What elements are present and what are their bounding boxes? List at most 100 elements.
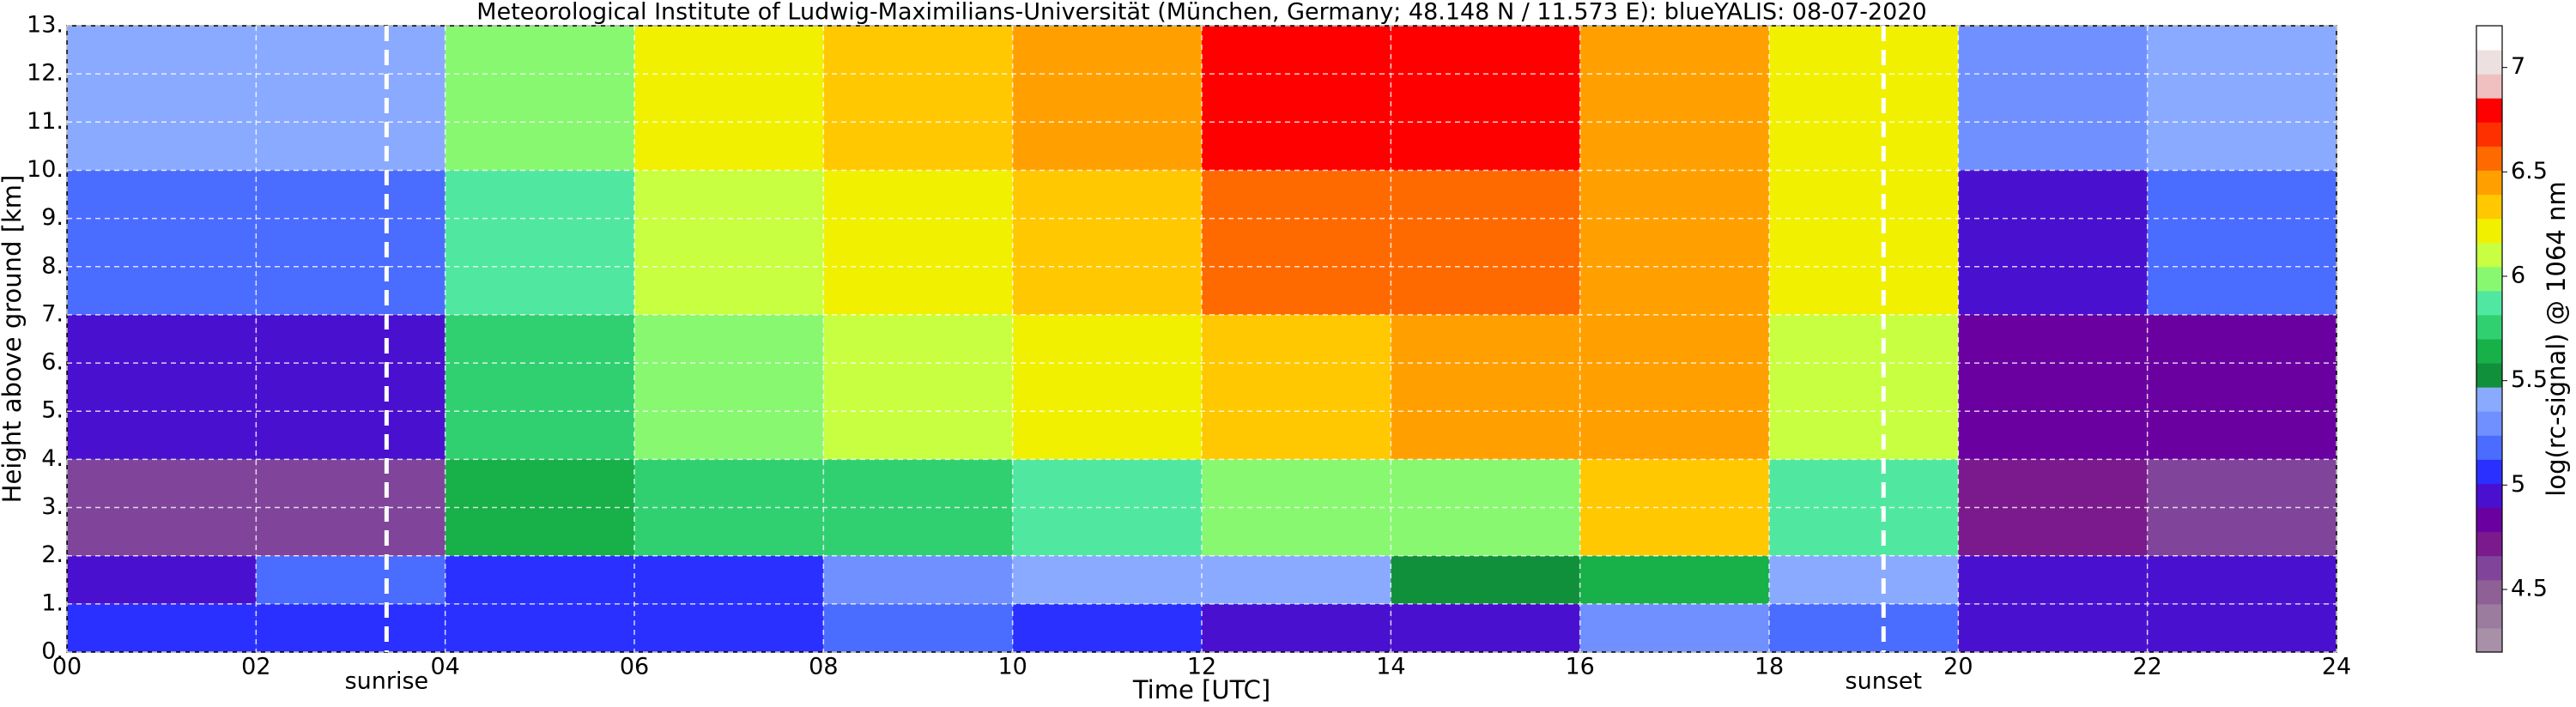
y-tick-label: 3. — [41, 493, 64, 520]
heatmap-cell — [1012, 555, 1202, 604]
colorbar-swatch — [2476, 603, 2502, 629]
y-tick-label: 4. — [41, 445, 64, 472]
colorbar-swatch — [2476, 435, 2502, 460]
heatmap-cell — [1202, 555, 1391, 604]
colorbar-swatch — [2476, 627, 2502, 653]
heatmap-cell — [1958, 170, 2148, 315]
x-tick-label: 00 — [52, 654, 82, 680]
heatmap-cell — [1769, 170, 1959, 315]
heatmap-cell — [823, 603, 1013, 652]
colorbar-tick-label: 6.5 — [2511, 158, 2548, 184]
colorbar-label: log(rc-signal) @ 1064 nm — [2542, 181, 2571, 496]
colorbar-swatch — [2476, 26, 2502, 51]
x-tick-label: 06 — [620, 654, 649, 680]
heatmap-cell — [1391, 170, 1580, 315]
heatmap-cell — [1958, 555, 2148, 604]
colorbar-swatch — [2476, 74, 2502, 99]
heatmap-cell — [1012, 314, 1202, 460]
heatmap-cell — [256, 314, 445, 460]
heatmap-cell — [1391, 314, 1580, 460]
heatmap-cell — [1391, 555, 1580, 604]
x-tick-label: 16 — [1565, 654, 1594, 680]
x-tick-label: 20 — [1943, 654, 1973, 680]
heatmap-cell — [1202, 314, 1391, 460]
y-tick-label: 11. — [27, 108, 64, 135]
y-axis-label: Height above ground [km] — [0, 175, 27, 504]
heatmap-cell — [67, 170, 257, 315]
x-tick-label: 08 — [809, 654, 838, 680]
colorbar-swatch — [2476, 314, 2502, 340]
chart-title: Meteorological Institute of Ludwig-Maxim… — [476, 0, 1926, 26]
colorbar-swatch — [2476, 50, 2502, 75]
heatmap-cell — [2147, 170, 2337, 315]
heatmap-cell — [1579, 603, 1769, 652]
y-tick-label: 13. — [27, 12, 64, 39]
x-tick-label: 12 — [1187, 654, 1216, 680]
colorbar-tick-label: 6 — [2511, 263, 2525, 289]
x-tick-label: 10 — [997, 654, 1027, 680]
colorbar-swatch — [2476, 507, 2502, 533]
colorbar-swatch — [2476, 555, 2502, 581]
colorbar-swatch — [2476, 363, 2502, 388]
heatmap-cell — [823, 170, 1013, 315]
heatmap-cell — [2147, 603, 2337, 652]
y-tick-label: 6. — [41, 349, 64, 376]
colorbar-tick-label: 4.5 — [2511, 576, 2548, 602]
y-tick-label: 7. — [41, 300, 64, 327]
heatmap-cell — [634, 603, 824, 652]
heatmap-cell — [445, 314, 634, 460]
heatmap-cell — [445, 26, 634, 171]
heatmap-cell — [1769, 555, 1959, 604]
heatmap-cell — [445, 603, 634, 652]
colorbar-swatch — [2476, 411, 2502, 436]
heatmap-cell — [634, 555, 824, 604]
x-tick-label: 24 — [2322, 654, 2351, 680]
heatmap-cell — [67, 314, 257, 460]
colorbar-tick-label: 5 — [2511, 471, 2525, 498]
heatmap-cell — [1958, 314, 2148, 460]
heatmap-cell — [823, 26, 1013, 171]
colorbar-tick-label: 7 — [2511, 53, 2525, 80]
heatmap-cell — [1579, 26, 1769, 171]
colorbar-swatch — [2476, 339, 2502, 364]
heatmap-cell — [1391, 603, 1580, 652]
heatmap-cell — [1012, 603, 1202, 652]
y-tick-label: 8. — [41, 252, 64, 279]
heatmap-cell — [823, 314, 1013, 460]
heatmap-cell — [823, 555, 1013, 604]
colorbar-swatch — [2476, 194, 2502, 220]
x-tick-label: 02 — [241, 654, 270, 680]
annotation-label: sunrise — [345, 668, 429, 695]
heatmap-cell — [67, 603, 257, 652]
y-tick-label: 1. — [41, 589, 64, 616]
heatmap-cell — [1202, 26, 1391, 171]
colorbar-tick-label: 5.5 — [2511, 366, 2548, 393]
heatmap-cell — [67, 555, 257, 604]
x-tick-label: 18 — [1755, 654, 1784, 680]
heatmap-cell — [634, 170, 824, 315]
y-tick-label: 2. — [41, 541, 64, 568]
heatmap-cell — [1769, 26, 1959, 171]
y-tick-label: 0. — [41, 638, 64, 665]
heatmap-cell — [1012, 26, 1202, 171]
annotation-label: sunset — [1846, 668, 1923, 695]
colorbar-swatch — [2476, 218, 2502, 244]
heatmap-cell — [2147, 555, 2337, 604]
x-tick-label: 22 — [2132, 654, 2161, 680]
colorbar-swatch — [2476, 387, 2502, 412]
heatmap-cell — [445, 170, 634, 315]
colorbar-swatch — [2476, 122, 2502, 147]
heatmap-cell — [256, 26, 445, 171]
colorbar-swatch — [2476, 459, 2502, 484]
colorbar-swatch — [2476, 579, 2502, 605]
colorbar-swatch — [2476, 98, 2502, 123]
colorbar-swatch — [2476, 146, 2502, 171]
colorbar-swatch — [2476, 483, 2502, 509]
y-tick-label: 9. — [41, 204, 64, 231]
colorbar-swatch — [2476, 242, 2502, 268]
colorbar-frame — [2476, 25, 2503, 653]
heatmap-cell — [67, 26, 257, 171]
heatmap-cell — [634, 314, 824, 460]
heatmap-cell — [445, 555, 634, 604]
